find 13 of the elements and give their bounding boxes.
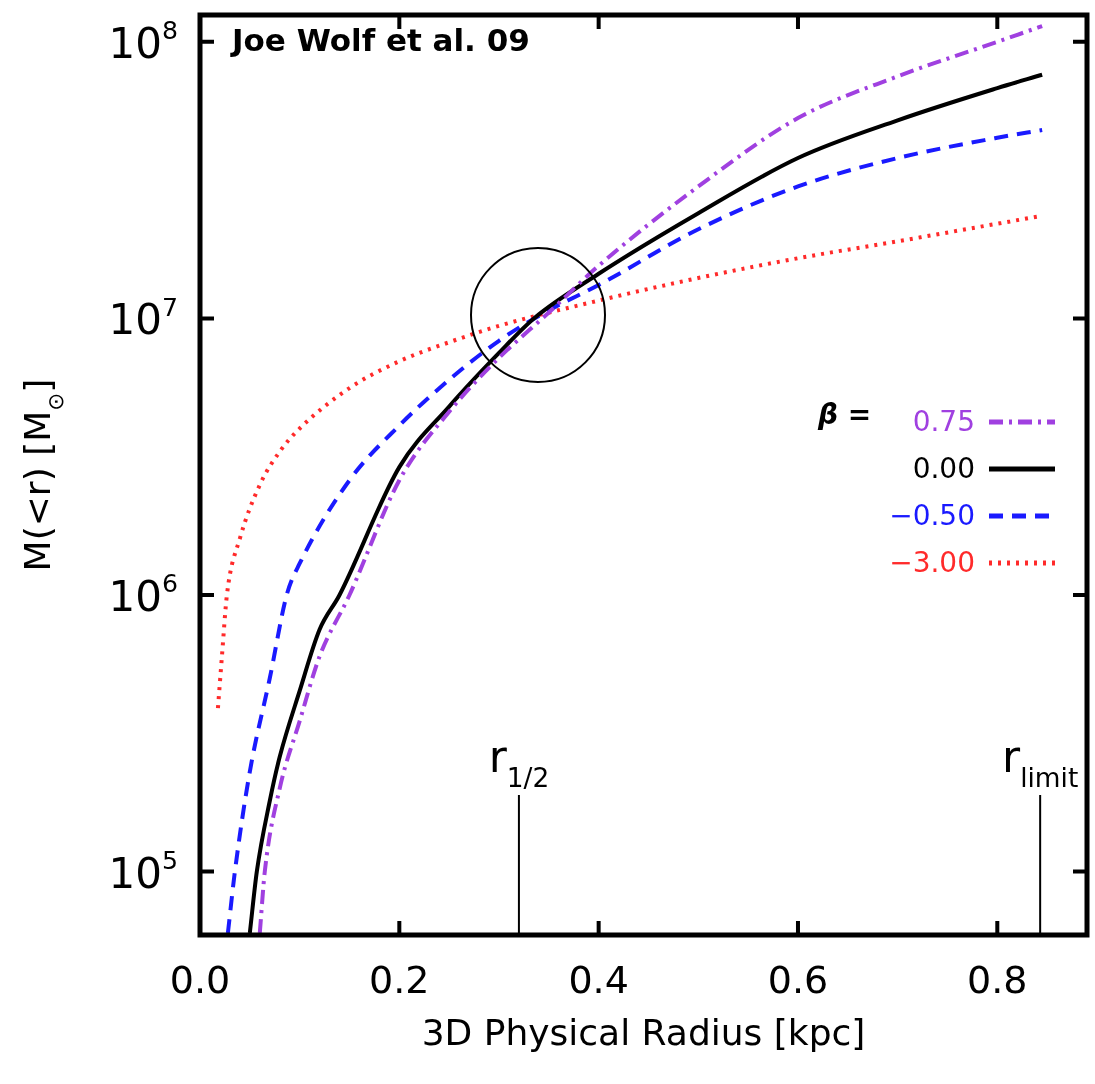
x-axis-title: 3D Physical Radius [kpc] [421,1012,866,1053]
legend-title: β = [817,398,872,433]
annotation: Joe Wolf et al. 09 [232,22,530,58]
x-tick-label: 0.8 [967,958,1028,1002]
legend-label: −0.50 [889,499,975,532]
legend-label: 0.00 [912,452,975,485]
x-tick-label: 0.4 [568,958,629,1002]
x-tick-label: 0.0 [169,958,231,1002]
legend-label: 0.75 [912,405,975,438]
x-tick-label: 0.6 [767,958,829,1002]
y-axis-title: M(<r) [M⊙] [17,378,68,572]
legend-label: −3.00 [889,546,975,579]
x-tick-label: 0.2 [369,958,430,1002]
